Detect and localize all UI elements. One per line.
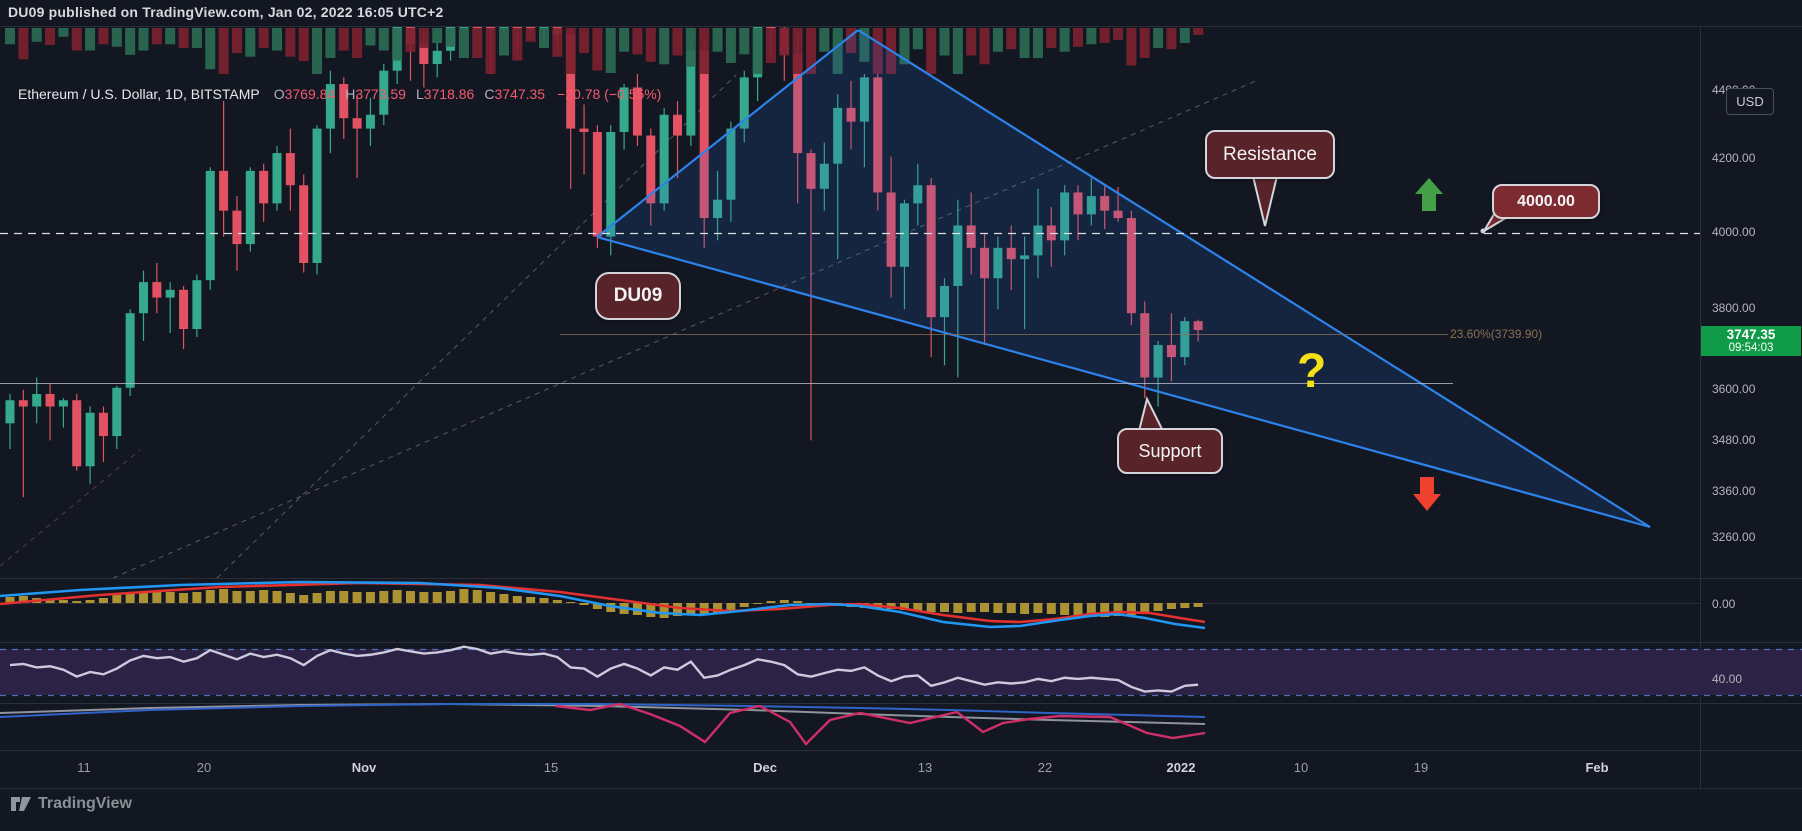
time-axis-label: 2022 — [1166, 760, 1196, 775]
time-axis-label: 13 — [917, 760, 933, 775]
down-arrow-icon[interactable] — [1408, 470, 1448, 514]
tradingview-logo-text: TradingView — [38, 795, 132, 812]
time-axis-label: 20 — [196, 760, 212, 775]
up-arrow-icon[interactable] — [1410, 174, 1450, 216]
du09-callout[interactable]: DU09 — [595, 272, 681, 320]
horizontal-levels — [0, 232, 1700, 384]
support-callout[interactable]: Support — [1117, 428, 1223, 474]
rsi-band — [0, 648, 1802, 697]
price-axis-label: 3600.00 — [1712, 382, 1756, 396]
macd-pane — [0, 580, 1206, 630]
tradingview-logo[interactable]: TradingView — [10, 793, 132, 815]
resistance-callout[interactable]: Resistance — [1205, 130, 1335, 179]
change-value: −20.78 (−0.55%) — [557, 86, 662, 102]
candles-group — [5, 27, 1203, 498]
open-label: O — [273, 86, 285, 102]
close-label: C — [484, 86, 495, 102]
question-mark-annotation[interactable]: ? — [1297, 345, 1327, 398]
time-axis-label: 10 — [1293, 760, 1309, 775]
fib-level-label: 23.60%(3739.90) — [1450, 327, 1543, 341]
price-axis-label: 4000.00 — [1712, 225, 1756, 239]
price-4000-callout[interactable]: 4000.00 — [1492, 184, 1600, 219]
time-axis-label: Feb — [1585, 760, 1609, 775]
price-axis-label: 3480.00 — [1712, 433, 1756, 447]
symbol-legend[interactable]: Ethereum / U.S. Dollar, 1D, BITSTAMP O376… — [18, 86, 661, 102]
currency-toggle-badge[interactable]: USD — [1726, 88, 1774, 115]
bottom-indicator-pane — [0, 702, 1206, 746]
price-axis-label: 3260.00 — [1712, 530, 1756, 544]
last-price-value: 3747.35 — [1726, 327, 1776, 342]
time-axis-label: Nov — [351, 760, 377, 775]
tradingview-logo-icon — [11, 797, 31, 811]
symbol-title[interactable]: Ethereum / U.S. Dollar, 1D, BITSTAMP — [18, 86, 260, 102]
volume-group — [5, 28, 1204, 74]
low-label: L — [415, 86, 424, 102]
time-axis-label: 19 — [1413, 760, 1429, 775]
time-axis-label: 11 — [77, 760, 91, 775]
price-axis-label: 40.00 — [1712, 672, 1743, 686]
close-value: 3747.35 — [494, 86, 546, 102]
du09-callout-label: DU09 — [613, 285, 663, 306]
price-axis-label: 3360.00 — [1712, 484, 1756, 498]
time-axis-label: 15 — [543, 760, 559, 775]
published-header: DU09 published on TradingView.com, Jan 0… — [8, 4, 444, 20]
price-axis-label: 0.00 — [1712, 597, 1736, 611]
triangle-pattern — [596, 29, 1651, 529]
high-label: H — [345, 86, 356, 102]
high-value: 3773.59 — [355, 86, 406, 102]
price-4000-callout-label: 4000.00 — [1517, 192, 1575, 210]
price-axis-label: 3800.00 — [1712, 301, 1756, 315]
pane-separators — [0, 26, 1802, 789]
low-value: 3718.86 — [423, 86, 475, 102]
support-callout-label: Support — [1138, 440, 1202, 461]
time-axis-label: Dec — [753, 760, 777, 775]
candle-countdown: 09:54:03 — [1728, 342, 1774, 354]
resistance-callout-label: Resistance — [1223, 143, 1317, 165]
last-price-badge: 3747.35 09:54:03 — [1701, 326, 1801, 356]
rsi-line — [9, 645, 1199, 693]
price-axis-label: 4200.00 — [1712, 151, 1756, 165]
time-axis-label: 22 — [1037, 760, 1053, 775]
open-value: 3769.84 — [284, 86, 336, 102]
callout-tails — [1137, 171, 1518, 432]
